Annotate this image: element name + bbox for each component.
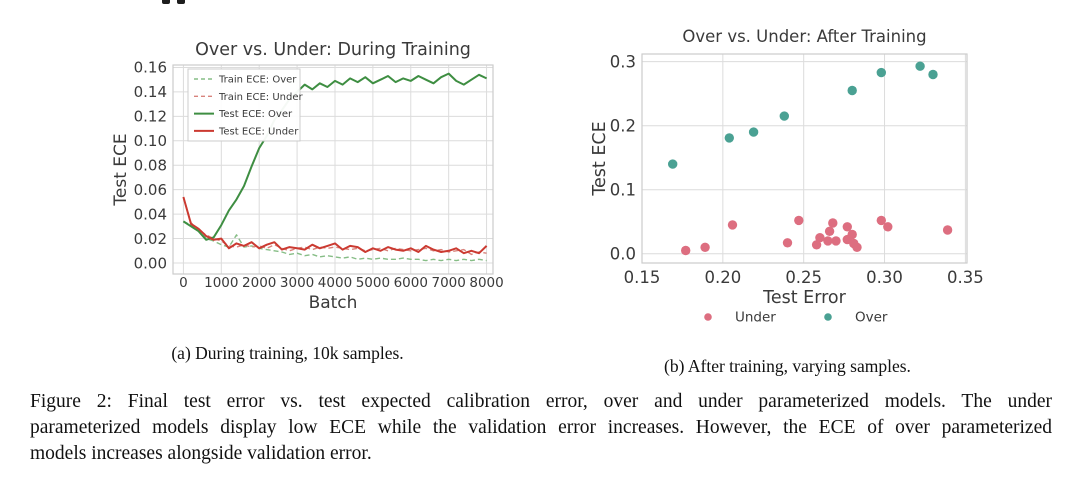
scatter-point-under bbox=[794, 215, 804, 226]
scatter-point-under bbox=[782, 238, 793, 248]
scatter-point-over bbox=[847, 85, 857, 96]
scatter-point-under bbox=[811, 240, 822, 250]
x-tick-label: 5000 bbox=[356, 275, 390, 291]
y-axis-label: Test ECE bbox=[113, 133, 131, 206]
scatter-point-over bbox=[668, 159, 678, 169]
y-tick-label: 0.10 bbox=[134, 132, 167, 150]
y-tick-label: 0.16 bbox=[134, 59, 167, 77]
x-tick-label: 0.15 bbox=[624, 268, 661, 287]
y-tick-label: 0.12 bbox=[134, 108, 167, 126]
subfigure-caption-b: (b) After training, varying samples. bbox=[664, 356, 911, 376]
y-tick-label: 0.14 bbox=[134, 83, 167, 101]
legend-label: Train ECE: Over bbox=[218, 75, 297, 86]
series-line-test-ece-under bbox=[182, 196, 488, 255]
y-tick-label: 0.00 bbox=[134, 254, 167, 272]
legend-marker-under bbox=[704, 313, 712, 321]
scatter-point-under bbox=[828, 218, 838, 228]
line-chart-during-training: 0 1000 2000 3000 4000 5000 6000 7000 8000 0.00 0.0… bbox=[113, 40, 504, 313]
scatter-point-under bbox=[823, 236, 833, 246]
y-axis-label: Test ECE bbox=[590, 121, 610, 196]
legend-label: Over bbox=[855, 310, 888, 326]
scatter-point-under bbox=[815, 233, 825, 243]
legend-label: Test ECE: Over bbox=[218, 109, 293, 120]
scatter-point-under bbox=[852, 242, 862, 252]
x-axis-label: Batch bbox=[309, 293, 358, 313]
x-tick-label: 7000 bbox=[431, 275, 465, 291]
scatter-point-under bbox=[700, 242, 710, 252]
scatter-point-over bbox=[915, 61, 925, 71]
y-tick-label: 0.02 bbox=[134, 230, 167, 248]
x-tick-label: 0.30 bbox=[866, 268, 903, 287]
scatter-point-under bbox=[824, 226, 835, 236]
y-tick-label: 0.04 bbox=[134, 205, 167, 223]
subfigure-caption-a: (a) During training, 10k samples. bbox=[171, 343, 404, 363]
y-tick-label: 0.3 bbox=[610, 52, 636, 71]
x-tick-label: 4000 bbox=[318, 275, 352, 291]
figure-caption-line: models increases alongside validation er… bbox=[30, 443, 372, 464]
series-line-test-ece-over bbox=[182, 72, 488, 241]
x-tick-label: 8000 bbox=[469, 275, 503, 291]
legend-label: Train ECE: Under bbox=[218, 92, 303, 103]
scatter-point-under bbox=[876, 215, 886, 226]
x-tick-label: 1000 bbox=[204, 275, 238, 291]
scatter-chart-after-training: 0.15 0.20 0.25 0.30 0.35 0.0 0.1 0.2 0.3 Over vs.… bbox=[590, 27, 984, 326]
scatter-point-over bbox=[928, 69, 938, 80]
x-tick-label: 2000 bbox=[242, 275, 276, 291]
plot-border bbox=[172, 64, 494, 275]
scatter-point-over bbox=[779, 111, 789, 121]
y-tick-label: 0.0 bbox=[610, 244, 636, 263]
scatter-point-over bbox=[876, 67, 886, 78]
legend-label: Test ECE: Under bbox=[218, 126, 299, 137]
chart-title: Over vs. Under: After Training bbox=[682, 27, 926, 46]
cropped-text-fragment bbox=[177, 0, 185, 4]
scatter-point-under bbox=[883, 222, 893, 232]
y-tick-label: 0.06 bbox=[134, 181, 167, 199]
series-line-train-ece-under bbox=[182, 196, 487, 256]
plot-border bbox=[641, 53, 968, 264]
scatter-point-under bbox=[847, 229, 857, 240]
figure-caption-line: parameterized models display low ECE whi… bbox=[30, 417, 1052, 438]
legend-box bbox=[187, 68, 301, 142]
scatter-point-under bbox=[681, 245, 691, 256]
scatter-point-under bbox=[842, 222, 852, 232]
figure-caption-line: Figure 2: Final test error vs. test expe… bbox=[30, 391, 1052, 412]
legend-label: Under bbox=[735, 310, 776, 326]
x-tick-label: 0.35 bbox=[947, 268, 984, 287]
x-axis-label: Test Error bbox=[762, 288, 846, 308]
x-tick-label: 0.20 bbox=[704, 268, 741, 287]
scatter-point-under bbox=[831, 236, 841, 246]
cropped-text-fragment bbox=[162, 0, 170, 4]
scatter-point-over bbox=[724, 133, 734, 143]
y-tick-label: 0.1 bbox=[610, 180, 636, 199]
x-tick-label: 3000 bbox=[280, 275, 314, 291]
scatter-point-under bbox=[942, 225, 953, 235]
y-tick-label: 0.2 bbox=[610, 116, 636, 135]
scatter-point-over bbox=[748, 127, 759, 137]
legend-marker-over bbox=[824, 313, 832, 321]
x-tick-label: 0 bbox=[179, 275, 188, 291]
x-tick-label: 0.25 bbox=[785, 268, 822, 287]
chart-title: Over vs. Under: During Training bbox=[195, 40, 471, 60]
x-tick-label: 6000 bbox=[394, 275, 428, 291]
figure-caption: Figure 2: Final test error vs. test expe… bbox=[30, 389, 1052, 467]
y-tick-label: 0.08 bbox=[134, 156, 167, 174]
scatter-point-under bbox=[727, 220, 738, 230]
